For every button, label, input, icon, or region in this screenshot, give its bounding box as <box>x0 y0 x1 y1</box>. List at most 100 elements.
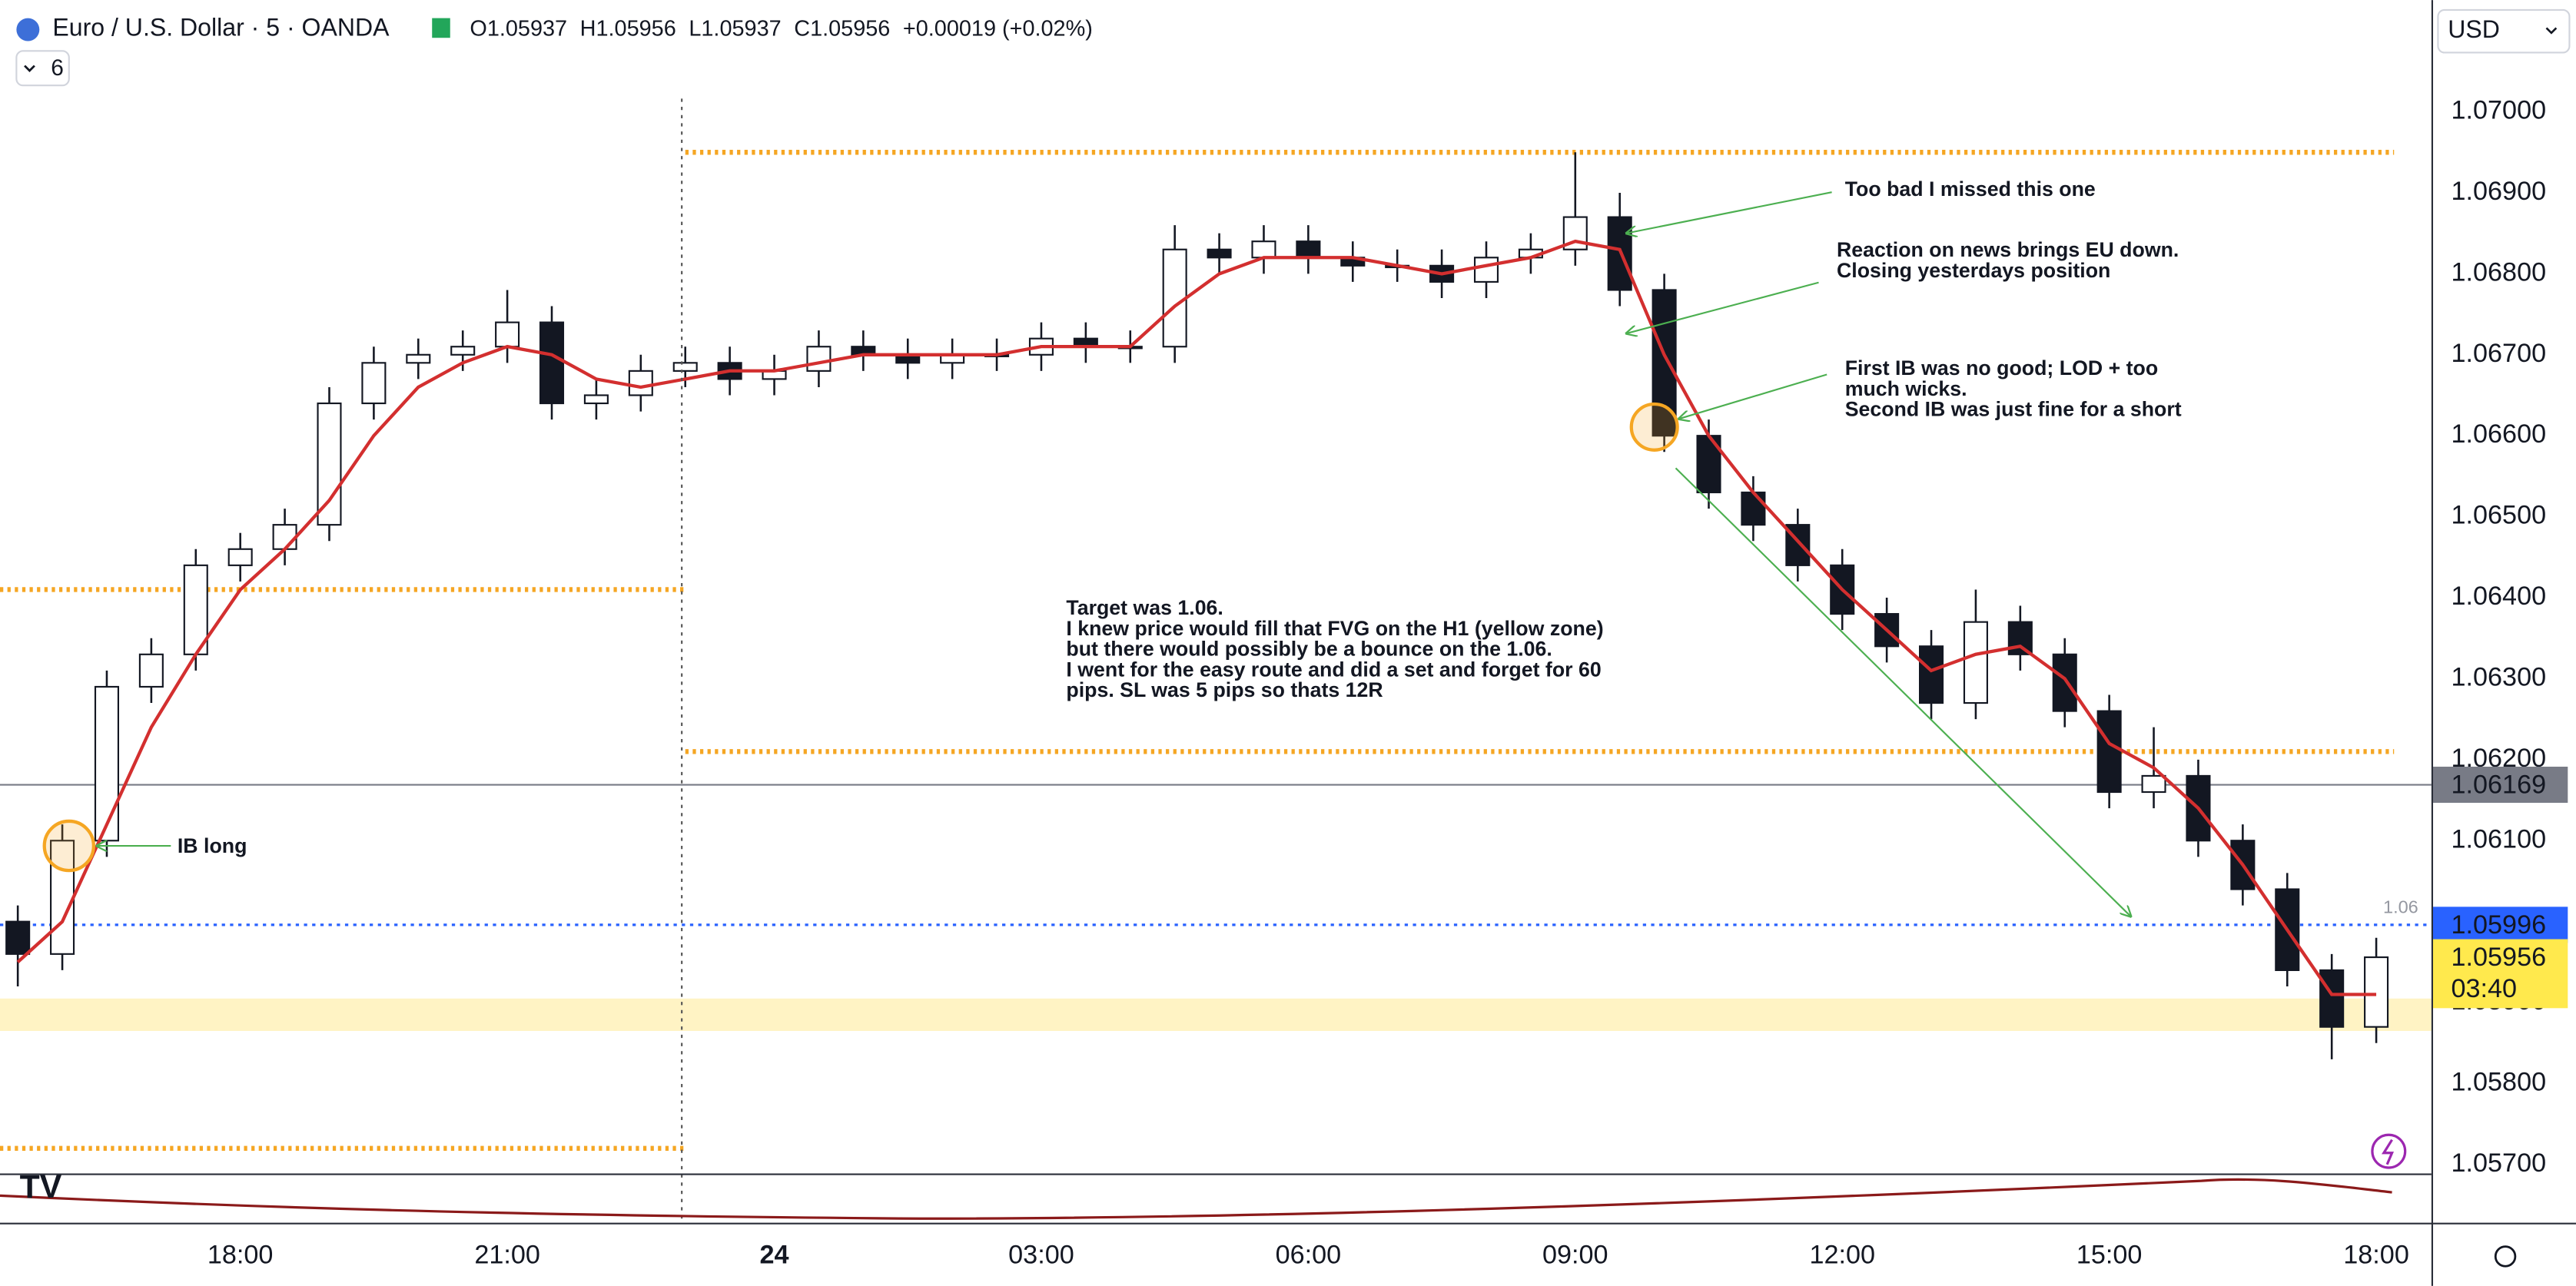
fvg-zone <box>0 998 2432 1031</box>
arrow <box>1626 191 1832 233</box>
candle-body <box>2096 710 2122 794</box>
ohlc-label: O <box>470 16 486 41</box>
annotation: IB long <box>178 834 247 857</box>
candle-body <box>227 548 253 566</box>
arrow <box>1626 281 1819 333</box>
arrow <box>1675 467 2131 916</box>
currency: USD <box>2448 15 2500 43</box>
y-tick-label: 1.06800 <box>2452 257 2547 287</box>
logo: TV <box>20 1168 62 1205</box>
ohlc-value: 1.05937 <box>701 16 781 41</box>
countdown: 03:40 <box>2452 974 2518 1003</box>
candle-body <box>2141 774 2166 794</box>
plot-area <box>0 150 2432 1152</box>
candle-body <box>183 564 208 655</box>
arrow <box>1679 373 1827 419</box>
annotation: First IB was no good; LOD + too <box>1845 356 2158 380</box>
currency-select[interactable] <box>2437 8 2571 54</box>
last-price-label: 1.05956 <box>2452 943 2547 972</box>
candle-body <box>1741 491 1766 526</box>
symbol-title: Euro / U.S. Dollar · 5 · OANDA <box>52 14 390 41</box>
candle-body <box>2364 956 2389 1028</box>
candle-body <box>50 840 75 955</box>
symbol-icon <box>16 18 40 41</box>
annotation: Closing yesterdays position <box>1837 259 2110 282</box>
candle-body <box>495 321 520 348</box>
y-tick-label: 1.06600 <box>2452 419 2547 449</box>
candle-body <box>583 394 609 405</box>
bolt <box>2381 1139 2395 1165</box>
moving-average <box>16 239 2377 996</box>
candle-body <box>539 321 565 405</box>
candle-body <box>1963 621 1988 704</box>
x-tick-label: 15:00 <box>2076 1240 2143 1269</box>
marker-circle <box>1629 402 1679 452</box>
change: +0.00019 (+0.02%) <box>903 16 1093 41</box>
annotation: but there would possibly be a bounce on … <box>1066 638 1552 661</box>
annotation: Second IB was just fine for a short <box>1845 398 2182 421</box>
candle-body <box>272 524 297 550</box>
annotation: Too bad I missed this one <box>1845 177 2096 201</box>
candle-body <box>1296 240 1321 259</box>
x-tick-label: 03:00 <box>1008 1240 1074 1269</box>
y-tick-label: 1.07000 <box>2452 96 2547 125</box>
candle-body <box>628 370 653 396</box>
x-tick-label: 12:00 <box>1809 1240 1875 1269</box>
candle-body <box>317 402 342 526</box>
candle-body <box>672 362 698 372</box>
candle-body <box>1207 248 1232 259</box>
x-tick-label: 09:00 <box>1542 1240 1608 1269</box>
y-tick-label: 1.06700 <box>2452 339 2547 368</box>
indicator-toggle[interactable] <box>15 50 70 87</box>
indicator-count: 6 <box>51 55 64 81</box>
price-box-label: 1.05996 <box>2452 910 2547 940</box>
candle-body <box>138 653 164 688</box>
ohlc-label: H <box>580 16 596 41</box>
candle-body <box>94 685 120 842</box>
ohlc-legend: O1.05937 H1.05956 L1.05937 C1.05956 +0.0… <box>470 16 1092 41</box>
y-tick-label: 1.06400 <box>2452 582 2547 611</box>
annotation: much wicks. <box>1845 377 1967 400</box>
candle-body <box>406 353 431 364</box>
candle-body <box>2319 969 2345 1028</box>
x-tick-label: 18:00 <box>207 1240 274 1269</box>
legend: Euro / U.S. Dollar · 5 · OANDA <box>52 14 390 41</box>
price-line-note: 1.06 <box>2383 897 2418 917</box>
arrows <box>97 191 2131 916</box>
overlay: 1.06 1.07000 1.06900 1.06800 1.06700 1.06600 1… <box>178 96 2568 1269</box>
candle-body <box>806 346 832 372</box>
ohlc-label: L <box>689 16 701 41</box>
y-tick-label: 1.06100 <box>2452 824 2547 853</box>
x-tick-label: 21:00 <box>474 1240 540 1269</box>
candle-body <box>2007 621 2033 655</box>
candle-body <box>1251 240 1276 259</box>
annotation: Reaction on news brings EU down. <box>1837 238 2179 261</box>
settings-icon[interactable] <box>2494 1245 2517 1268</box>
chevron <box>2545 27 2558 35</box>
x-tick-label: 24 <box>760 1240 789 1269</box>
annotation: I knew price would fill that FVG on the … <box>1066 617 1603 640</box>
annotation: Target was 1.06. <box>1066 596 1223 619</box>
y-tick-label: 1.06900 <box>2452 177 2547 206</box>
candle-body <box>1162 248 1187 348</box>
chevron <box>24 65 35 72</box>
price-box-label: 1.06169 <box>2452 771 2547 800</box>
annotation: I went for the easy route and did a set … <box>1066 658 1601 681</box>
alert-icon[interactable] <box>2371 1133 2407 1169</box>
price-box <box>2433 767 2568 804</box>
flag-icon <box>432 18 450 38</box>
marker-circle <box>42 819 95 873</box>
y-tick-label: 1.06500 <box>2452 501 2547 530</box>
x-tick-label: 18:00 <box>2343 1240 2409 1269</box>
y-tick-label: 1.05800 <box>2452 1068 2547 1097</box>
price-box <box>2433 906 2568 943</box>
ohlc-value: 1.05956 <box>810 16 890 41</box>
annotation: pips. SL was 5 pips so thats 12R <box>1066 678 1383 701</box>
oscillator-line <box>0 1178 2392 1220</box>
y-tick-label: 1.05700 <box>2452 1148 2547 1178</box>
candle-body <box>361 362 387 405</box>
ohlc-value: 1.05956 <box>596 16 676 41</box>
